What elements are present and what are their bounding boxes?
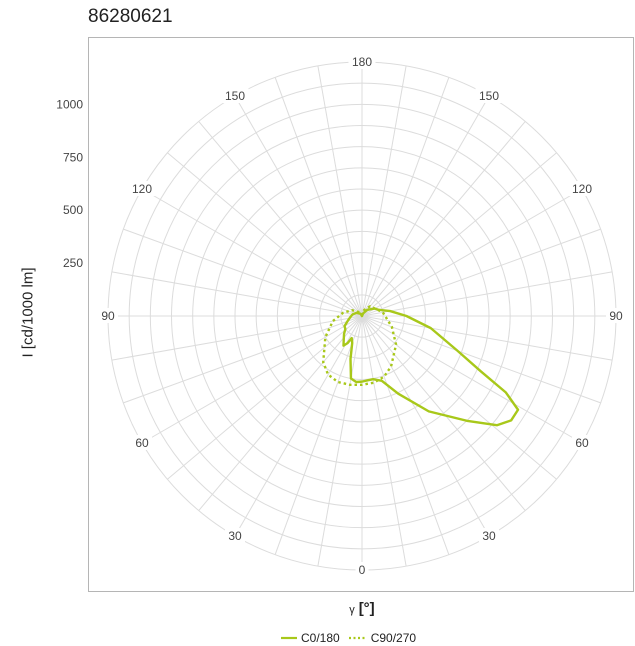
grid-spoke — [361, 315, 601, 404]
grid-spoke — [317, 315, 363, 567]
grid-spoke — [198, 315, 363, 511]
series-layer — [322, 305, 520, 427]
radial-tick-label: 250 — [63, 256, 83, 270]
radial-tick-label: 500 — [63, 203, 83, 217]
angle-tick-bg — [221, 88, 249, 103]
tick-labels: 180 150 120 90 60 30 0 30 60 90 120 150 250 500 750 100… — [56, 54, 626, 577]
grid-spoke — [234, 95, 363, 317]
series-curve-C0-180 — [342, 307, 520, 427]
angle-tick-bg — [132, 435, 152, 450]
grid-spoke — [361, 315, 450, 555]
angle-tick-bg — [606, 308, 626, 323]
grid-spoke — [123, 315, 363, 404]
angle-tick-bg — [572, 435, 592, 450]
grid-spoke — [317, 65, 363, 317]
grid-spoke — [361, 152, 557, 317]
angle-tick-bg — [98, 308, 118, 323]
grid-spoke — [361, 228, 601, 317]
angle-tick-label: 120 — [572, 182, 592, 196]
grid-spoke — [361, 315, 526, 511]
angle-tick-bg — [475, 88, 503, 103]
grid-spoke — [141, 315, 363, 444]
grid-spoke — [141, 188, 363, 317]
grid-spoke — [361, 315, 490, 537]
grid-spoke — [361, 315, 613, 361]
angle-tick-label: 120 — [132, 182, 152, 196]
grid-spoke — [123, 228, 363, 317]
series-curve-C90-270 — [322, 305, 398, 386]
grid-spoke — [361, 121, 526, 317]
grid-spoke — [111, 315, 363, 361]
angle-tick-label: 150 — [225, 89, 245, 103]
grid-spoke — [361, 315, 557, 480]
grid-spoke — [274, 315, 363, 555]
grid-spoke — [361, 65, 407, 317]
angle-tick-bg — [128, 181, 156, 196]
grid-spoke — [361, 315, 583, 444]
angle-tick-label: 30 — [482, 529, 496, 543]
legend-swatch-dotted — [348, 636, 367, 640]
radial-tick-label: 750 — [63, 150, 83, 164]
legend-item-c90-270: C90/270 — [348, 631, 416, 645]
grid-spoke — [234, 315, 363, 537]
angle-tick-label: 90 — [101, 309, 115, 323]
radial-tick-label: 1000 — [56, 97, 83, 111]
legend-swatch-solid — [281, 636, 297, 640]
angle-tick-bg — [479, 528, 499, 543]
grid-spoke — [111, 271, 363, 317]
angle-tick-label: 60 — [135, 436, 149, 450]
x-axis-label: γ [°] — [262, 600, 462, 617]
x-axis-symbol: γ — [349, 604, 355, 616]
grid-spoke — [274, 77, 363, 317]
grid-spoke — [167, 315, 363, 480]
grid-spoke — [361, 315, 407, 567]
angle-tick-label: 30 — [228, 529, 242, 543]
grid-spoke — [167, 152, 363, 317]
angle-tick-label: 0 — [359, 563, 366, 577]
grid-spoke — [361, 188, 583, 317]
angle-tick-label: 60 — [575, 436, 589, 450]
polar-grid — [107, 61, 617, 571]
angle-tick-label: 90 — [609, 309, 623, 323]
grid-spoke — [198, 121, 363, 317]
grid-spoke — [361, 77, 450, 317]
chart-title: 86280621 — [88, 6, 173, 27]
y-axis-label: I [cd/1000 lm] — [19, 267, 37, 358]
angle-tick-bg — [225, 528, 245, 543]
grid-spoke — [361, 271, 613, 317]
plot-frame — [88, 37, 634, 592]
grid-spoke — [361, 95, 490, 317]
angle-tick-bg — [568, 181, 596, 196]
angle-tick-bg — [348, 54, 376, 69]
angle-tick-bg — [355, 562, 369, 577]
legend: C0/180 C90/270 — [280, 631, 420, 645]
legend-label-c90-270: C90/270 — [370, 631, 417, 645]
angle-tick-label: 180 — [352, 55, 372, 69]
angle-tick-label: 150 — [479, 89, 499, 103]
legend-label-c0-180: C0/180 — [301, 631, 340, 645]
x-axis-unit: [°] — [358, 600, 375, 617]
legend-item-c0-180: C0/180 — [280, 631, 340, 645]
